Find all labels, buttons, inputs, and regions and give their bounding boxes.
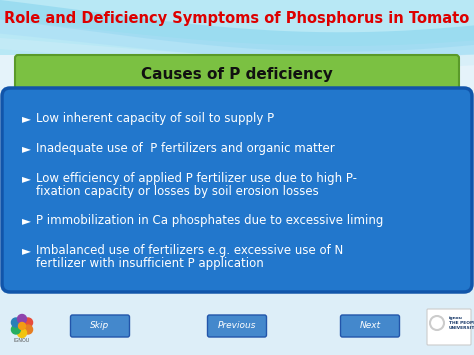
Text: ►: ► — [22, 244, 31, 257]
FancyBboxPatch shape — [208, 315, 266, 337]
Text: ►: ► — [22, 214, 31, 227]
Circle shape — [18, 322, 26, 329]
Text: Low efficiency of applied P fertilizer use due to high P-: Low efficiency of applied P fertilizer u… — [36, 172, 357, 185]
Text: ►: ► — [22, 142, 31, 155]
Text: Previous: Previous — [218, 322, 256, 331]
FancyBboxPatch shape — [15, 55, 459, 93]
Text: fertilizer with insufficient P application: fertilizer with insufficient P applicati… — [36, 257, 264, 270]
Circle shape — [11, 318, 20, 327]
Text: ►: ► — [22, 112, 31, 125]
Text: ignou
THE PEOPLE'S
UNIVERSITY: ignou THE PEOPLE'S UNIVERSITY — [449, 316, 474, 330]
Text: ►: ► — [22, 172, 31, 185]
FancyBboxPatch shape — [0, 0, 474, 75]
Circle shape — [11, 325, 20, 334]
FancyBboxPatch shape — [71, 315, 129, 337]
Circle shape — [24, 325, 33, 334]
Text: Inadequate use of  P fertilizers and organic matter: Inadequate use of P fertilizers and orga… — [36, 142, 335, 155]
Text: Causes of P deficiency: Causes of P deficiency — [141, 66, 333, 82]
Text: fixation capacity or losses by soil erosion losses: fixation capacity or losses by soil eros… — [36, 185, 319, 198]
Circle shape — [18, 315, 27, 323]
FancyBboxPatch shape — [340, 315, 400, 337]
FancyBboxPatch shape — [427, 309, 471, 345]
Text: Role and Deficiency Symptoms of Phosphorus in Tomato: Role and Deficiency Symptoms of Phosphor… — [4, 11, 470, 26]
Text: Imbalanced use of fertilizers e.g. excessive use of N: Imbalanced use of fertilizers e.g. exces… — [36, 244, 343, 257]
Text: Low inherent capacity of soil to supply P: Low inherent capacity of soil to supply … — [36, 112, 274, 125]
Text: Skip: Skip — [91, 322, 109, 331]
Text: IGNOU: IGNOU — [14, 338, 30, 343]
Text: Next: Next — [359, 322, 381, 331]
FancyBboxPatch shape — [0, 285, 474, 355]
FancyBboxPatch shape — [2, 88, 472, 292]
Circle shape — [18, 328, 27, 338]
FancyBboxPatch shape — [0, 55, 474, 285]
Circle shape — [24, 318, 33, 327]
Text: P immobilization in Ca phosphates due to excessive liming: P immobilization in Ca phosphates due to… — [36, 214, 383, 227]
